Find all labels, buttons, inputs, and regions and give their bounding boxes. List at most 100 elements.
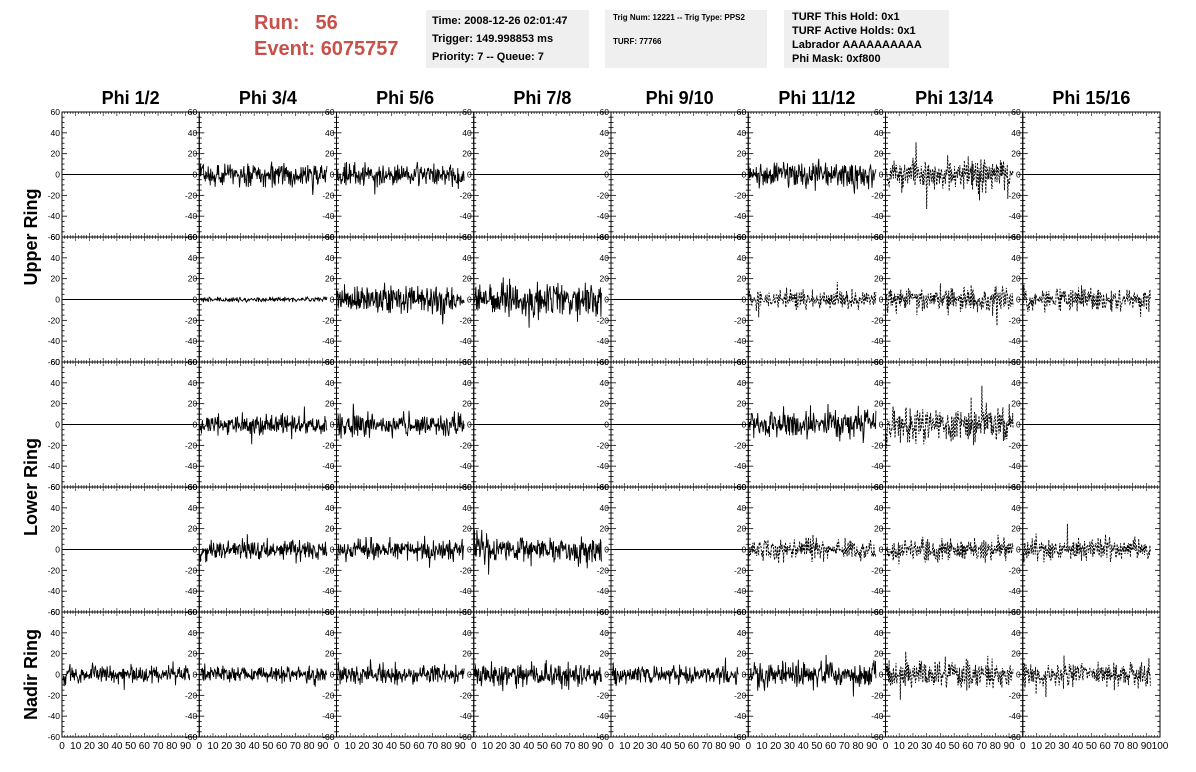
y-tick-label: -40	[871, 211, 884, 221]
y-tick-label: 20	[188, 274, 198, 284]
event-value: 6075757	[321, 38, 399, 60]
y-tick-label: -20	[734, 315, 747, 325]
column-header: Phi 9/10	[646, 88, 714, 108]
y-tick-label: 0	[193, 295, 198, 305]
y-tick-label: 20	[600, 149, 610, 159]
y-tick-label: 40	[737, 128, 747, 138]
y-tick-label: -40	[185, 211, 198, 221]
y-tick-label: 20	[51, 274, 61, 284]
turf-text: TURF: 77766	[613, 36, 759, 48]
run-label: Run:	[254, 12, 300, 34]
y-tick-label: -20	[734, 190, 747, 200]
y-tick-label: 0	[879, 545, 884, 555]
y-tick-label: -40	[322, 211, 335, 221]
y-tick-label: 60	[462, 357, 472, 367]
y-tick-label: 40	[51, 378, 61, 388]
y-tick-label: -40	[1008, 461, 1021, 471]
y-tick-label: 40	[462, 378, 472, 388]
y-tick-label: -20	[734, 565, 747, 575]
y-tick-label: -20	[871, 565, 884, 575]
y-tick-label: 20	[874, 274, 884, 284]
y-tick-label: 40	[1011, 253, 1021, 263]
y-tick-label: 60	[737, 232, 747, 242]
y-tick-label: -40	[734, 336, 747, 346]
y-tick-label: -40	[48, 211, 61, 221]
y-tick-label: 60	[1011, 232, 1021, 242]
y-tick-label: 0	[55, 170, 60, 180]
y-tick-label: 20	[874, 524, 884, 534]
y-tick-label: 0	[193, 420, 198, 430]
y-tick-label: 60	[737, 357, 747, 367]
y-tick-label: 0	[604, 545, 609, 555]
y-tick-label: -40	[185, 586, 198, 596]
y-tick-label: 60	[188, 107, 198, 117]
y-tick-label: -20	[459, 565, 472, 575]
panel-frame	[747, 361, 886, 488]
y-tick-label: 60	[462, 482, 472, 492]
y-tick-label: -20	[322, 190, 335, 200]
y-tick-label: 60	[51, 232, 61, 242]
y-tick-label: 60	[1011, 357, 1021, 367]
y-tick-label: 20	[1011, 149, 1021, 159]
waveform-dotted	[885, 142, 1014, 210]
row-group-label: Nadir Ring	[21, 629, 41, 720]
y-tick-label: 60	[325, 357, 335, 367]
y-tick-label: -20	[597, 440, 610, 450]
y-tick-label: 0	[467, 420, 472, 430]
y-tick-label: 40	[600, 378, 610, 388]
y-tick-label: -20	[597, 315, 610, 325]
waveform-solid	[199, 534, 328, 564]
y-tick-label: 20	[600, 524, 610, 534]
y-tick-label: 20	[188, 399, 198, 409]
y-tick-label: -40	[734, 211, 747, 221]
y-tick-label: 0	[193, 170, 198, 180]
y-tick-label: 20	[188, 149, 198, 159]
y-tick-label: 40	[874, 503, 884, 513]
y-tick-label: -40	[459, 211, 472, 221]
y-tick-label: 20	[325, 149, 335, 159]
y-tick-label: 40	[188, 128, 198, 138]
y-tick-label: 20	[737, 274, 747, 284]
y-tick-label: 60	[600, 482, 610, 492]
y-tick-label: -20	[185, 440, 198, 450]
y-tick-label: 40	[1011, 128, 1021, 138]
y-tick-label: 0	[742, 170, 747, 180]
y-tick-label: 0	[879, 170, 884, 180]
y-tick-label: 60	[600, 357, 610, 367]
y-tick-label: 0	[604, 170, 609, 180]
y-tick-label: -40	[871, 586, 884, 596]
y-tick-label: -20	[871, 190, 884, 200]
run-value: 56	[316, 12, 338, 34]
y-tick-label: -40	[322, 461, 335, 471]
panel-frame	[747, 486, 886, 613]
y-tick-label: 40	[188, 253, 198, 263]
y-tick-label: 20	[462, 274, 472, 284]
y-tick-label: 20	[1011, 399, 1021, 409]
y-tick-label: 0	[193, 545, 198, 555]
phi-mask-text: Phi Mask: 0xf800	[792, 52, 941, 66]
y-tick-label: 0	[742, 420, 747, 430]
y-tick-label: -20	[1008, 315, 1021, 325]
y-tick-label: 40	[325, 503, 335, 513]
row-group-label: Lower Ring	[21, 438, 41, 536]
y-tick-label: 0	[879, 295, 884, 305]
y-tick-label: 40	[600, 253, 610, 263]
y-tick-label: -20	[48, 565, 61, 575]
y-tick-label: 40	[737, 378, 747, 388]
run-line: Run: 56	[254, 10, 424, 36]
y-tick-label: -20	[48, 440, 61, 450]
y-tick-label: 20	[600, 274, 610, 284]
y-tick-label: -20	[322, 565, 335, 575]
y-tick-label: 40	[737, 253, 747, 263]
y-tick-label: 40	[1011, 378, 1021, 388]
y-tick-label: 60	[188, 482, 198, 492]
y-tick-label: -20	[871, 440, 884, 450]
y-tick-label: -20	[322, 315, 335, 325]
y-tick-label: 20	[325, 399, 335, 409]
y-tick-label: 0	[742, 295, 747, 305]
y-tick-label: -40	[734, 461, 747, 471]
y-tick-label: -40	[597, 336, 610, 346]
y-tick-label: 0	[330, 545, 335, 555]
waveform-dotted	[748, 281, 877, 318]
